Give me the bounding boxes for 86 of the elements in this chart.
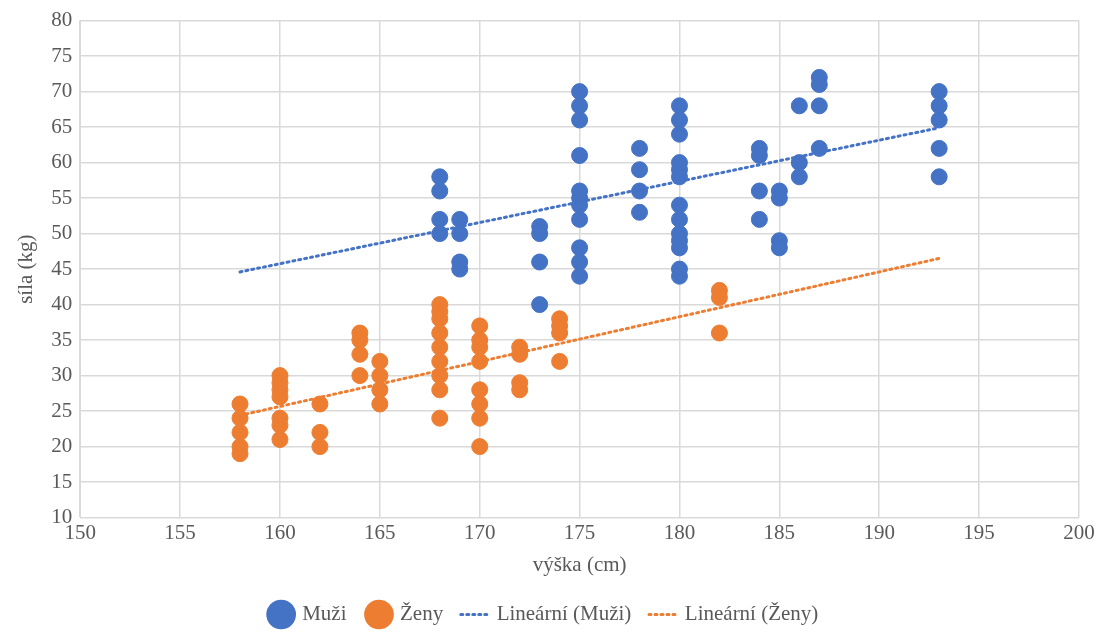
point	[471, 381, 489, 399]
point	[571, 97, 589, 115]
point	[431, 338, 449, 356]
point	[631, 203, 649, 221]
point	[431, 168, 449, 186]
x-tick-label: 170	[463, 519, 496, 544]
point	[571, 147, 589, 164]
point	[431, 409, 449, 427]
point	[790, 97, 808, 115]
legend-label: Muži	[302, 601, 347, 626]
point	[571, 83, 589, 101]
point	[311, 395, 329, 413]
point	[571, 239, 589, 257]
point	[631, 139, 649, 157]
point	[371, 367, 389, 385]
point	[351, 367, 369, 385]
point	[351, 345, 369, 363]
legend-label: Lineární (Ženy)	[684, 601, 819, 626]
point	[471, 438, 489, 456]
point	[431, 352, 449, 370]
y-tick-label: 40	[51, 291, 73, 316]
point	[571, 210, 589, 228]
y-tick-label: 35	[51, 326, 73, 351]
point	[670, 210, 688, 228]
point	[750, 182, 768, 200]
y-tick-label: 50	[51, 220, 73, 245]
point	[631, 161, 649, 179]
y-tick-label: 70	[51, 78, 73, 103]
point	[930, 139, 948, 157]
y-tick-label: 55	[51, 184, 73, 209]
point	[571, 111, 589, 129]
point	[231, 395, 249, 413]
y-tick-label: 30	[51, 362, 73, 387]
point	[431, 182, 449, 200]
legend-label: Ženy	[399, 601, 444, 626]
legend-label: Lineární (Muži)	[496, 601, 632, 626]
y-tick-label: 60	[51, 149, 73, 174]
point	[670, 111, 688, 129]
point	[930, 83, 948, 101]
point	[930, 168, 948, 186]
point	[790, 168, 808, 186]
point	[710, 324, 728, 342]
point	[571, 253, 589, 271]
y-axis-title: síla (kg)	[13, 234, 38, 304]
point	[311, 438, 329, 456]
y-tick-label: 45	[51, 255, 73, 280]
y-tick-label: 75	[51, 42, 73, 67]
point	[531, 296, 549, 314]
point	[471, 409, 489, 427]
x-tick-label: 175	[563, 519, 596, 544]
point	[431, 381, 449, 399]
point	[431, 324, 449, 342]
point	[471, 317, 489, 335]
point	[531, 253, 549, 271]
point	[551, 352, 569, 370]
point	[571, 267, 589, 285]
x-tick-label: 190	[863, 519, 895, 544]
point	[930, 97, 948, 115]
y-tick-label: 65	[51, 113, 73, 138]
point	[810, 97, 828, 115]
x-tick-label: 180	[663, 519, 696, 544]
point	[311, 423, 329, 441]
point	[451, 210, 469, 228]
x-tick-label: 155	[164, 519, 196, 544]
y-tick-label: 25	[51, 397, 73, 422]
x-tick-label: 160	[264, 519, 296, 544]
point	[431, 210, 449, 228]
y-tick-label: 15	[51, 468, 73, 493]
y-tick-label: 80	[51, 7, 73, 32]
point	[451, 225, 469, 243]
x-tick-label: 200	[1063, 519, 1095, 544]
x-tick-label: 165	[364, 519, 396, 544]
x-tick-label: 195	[963, 519, 995, 544]
point	[670, 97, 688, 115]
point	[750, 210, 768, 228]
x-tick-label: 185	[763, 519, 796, 544]
point	[371, 395, 389, 413]
point	[271, 431, 289, 448]
point	[231, 423, 249, 441]
point	[670, 125, 688, 143]
point	[371, 352, 389, 370]
point	[930, 111, 948, 129]
x-axis-title: výška (cm)	[532, 551, 627, 576]
y-tick-label: 20	[51, 433, 73, 458]
point	[471, 395, 489, 413]
point	[670, 196, 688, 214]
